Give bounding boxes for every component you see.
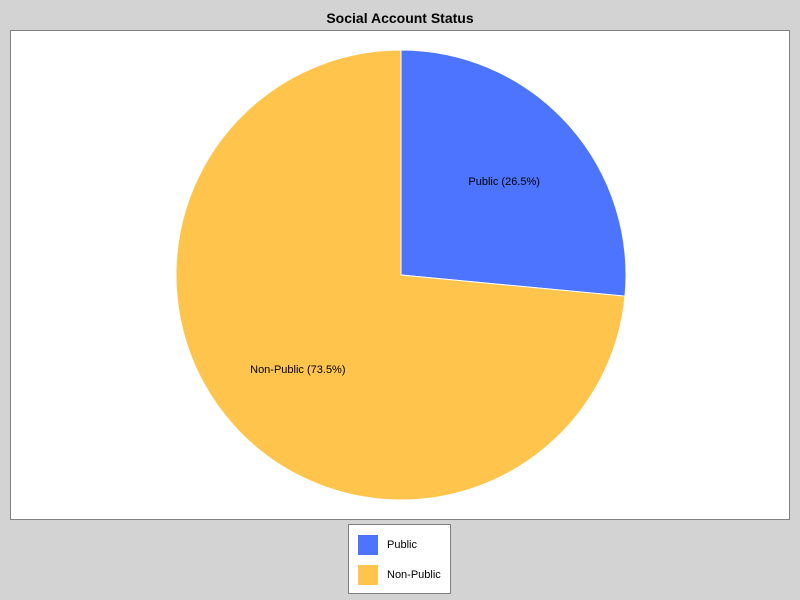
- legend-label-public: Public: [387, 539, 417, 551]
- legend-label-non-public: Non-Public: [387, 569, 441, 581]
- legend-item-public: Public: [358, 535, 417, 555]
- legend: Public Non-Public: [348, 524, 451, 594]
- pie-label-non-public: Non-Public (73.5%): [250, 364, 345, 376]
- legend-item-non-public: Non-Public: [358, 565, 441, 585]
- chart-title: Social Account Status: [326, 10, 474, 26]
- pie-label-public: Public (26.5%): [468, 176, 540, 188]
- pie-slice-public: [400, 49, 627, 297]
- plot-area: Public (26.5%) Non-Public (73.5%): [10, 30, 790, 520]
- legend-swatch-non-public: [358, 565, 378, 585]
- pie-slice-non-public: [175, 49, 626, 501]
- legend-swatch-public: [358, 535, 378, 555]
- pie-chart: Public (26.5%) Non-Public (73.5%): [175, 49, 627, 501]
